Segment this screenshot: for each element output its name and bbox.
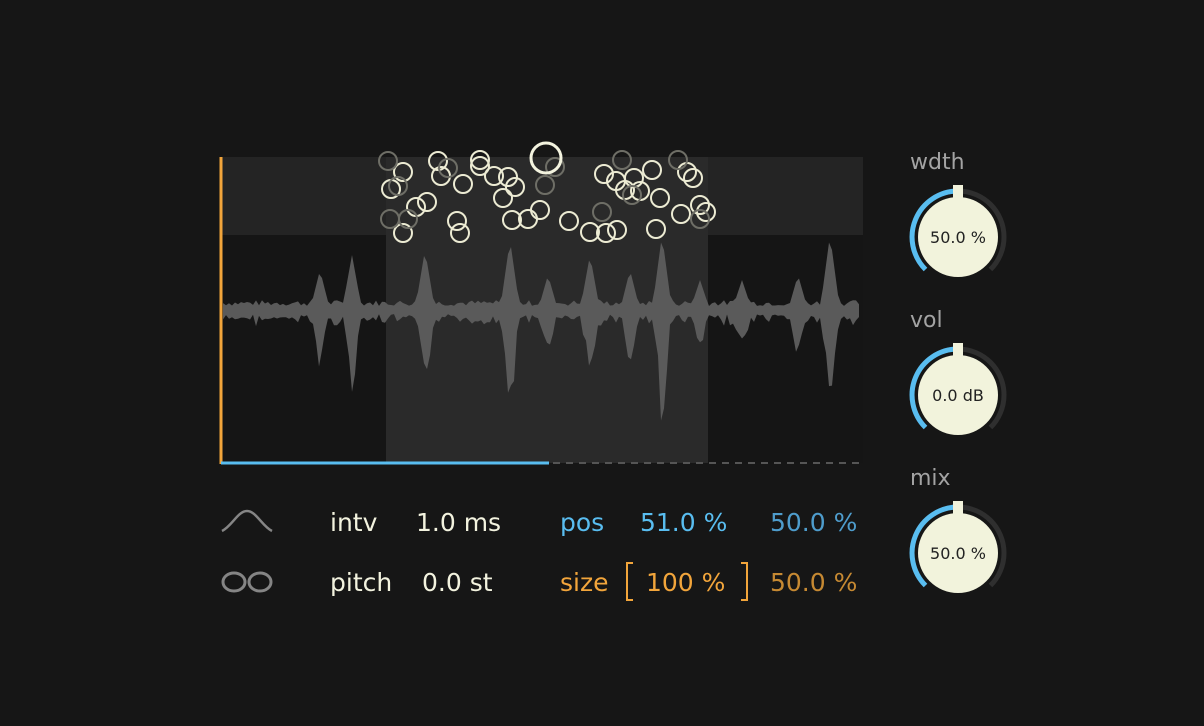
mix-knob-indicator bbox=[953, 501, 963, 517]
grain-circle bbox=[447, 211, 467, 231]
pos-label: pos bbox=[560, 508, 605, 537]
active-grain bbox=[529, 141, 563, 175]
intv-value[interactable]: 1.0 ms bbox=[416, 508, 502, 537]
grain-circle-faint bbox=[388, 176, 408, 196]
grain-circle-faint bbox=[378, 151, 398, 171]
grain-circle bbox=[594, 164, 614, 184]
wdth-knob-indicator bbox=[953, 185, 963, 201]
size-bracket bbox=[626, 562, 748, 601]
grain-circle bbox=[453, 174, 473, 194]
vol-knob[interactable] bbox=[909, 343, 1007, 435]
mix-knob-label: mix bbox=[910, 466, 951, 491]
grain-circle bbox=[502, 210, 522, 230]
grain-circle bbox=[470, 150, 490, 170]
mix-knob-value: 50.0 % bbox=[930, 544, 986, 563]
grain-circle-faint bbox=[380, 209, 400, 229]
grain-circle bbox=[484, 166, 504, 186]
size-spread-value[interactable]: 50.0 % bbox=[770, 568, 858, 597]
grain-circle bbox=[646, 219, 666, 239]
pos-spread-value[interactable]: 50.0 % bbox=[770, 508, 858, 537]
grain-circle-faint bbox=[622, 185, 642, 205]
grain-circle bbox=[596, 223, 616, 243]
grain-circle bbox=[671, 204, 691, 224]
grain-circle bbox=[450, 223, 470, 243]
size-value[interactable]: 100 % bbox=[646, 568, 726, 597]
mix-knob[interactable] bbox=[909, 501, 1007, 593]
vol-knob-body[interactable] bbox=[918, 355, 998, 435]
pitch-value[interactable]: 0.0 st bbox=[422, 568, 493, 597]
grain-circle bbox=[417, 192, 437, 212]
grain-circle bbox=[393, 223, 413, 243]
wdth-knob-value-arc bbox=[909, 188, 959, 272]
waveform bbox=[223, 242, 859, 421]
infinity-icon[interactable] bbox=[221, 571, 273, 593]
vol-knob-value-arc bbox=[909, 346, 959, 430]
pos-value[interactable]: 51.0 % bbox=[640, 508, 728, 537]
grain-circle bbox=[607, 220, 627, 240]
grain-circle bbox=[428, 151, 448, 171]
wdth-knob-label: wdth bbox=[910, 150, 965, 175]
grain-circle bbox=[518, 209, 538, 229]
grain-circle bbox=[650, 188, 670, 208]
mix-knob-value-arc bbox=[909, 504, 959, 588]
wdth-knob[interactable] bbox=[909, 185, 1007, 277]
grain-circle bbox=[696, 202, 716, 222]
grain-circle bbox=[505, 177, 525, 197]
grain-circle bbox=[559, 211, 579, 231]
pitch-label: pitch bbox=[330, 568, 393, 597]
grain-circle-faint bbox=[592, 202, 612, 222]
mix-knob-body[interactable] bbox=[918, 513, 998, 593]
wdth-knob-value: 50.0 % bbox=[930, 228, 986, 247]
grain-circle bbox=[493, 188, 513, 208]
size-label: size bbox=[560, 568, 609, 597]
grain-circle bbox=[690, 195, 710, 215]
grain-circle bbox=[393, 162, 413, 182]
grain-circle-faint bbox=[612, 150, 632, 170]
vol-knob-indicator bbox=[953, 343, 963, 359]
grain-circle bbox=[683, 168, 703, 188]
grain-circle-faint bbox=[690, 209, 710, 229]
grain-circle-faint bbox=[668, 150, 688, 170]
vol-knob-value: 0.0 dB bbox=[932, 386, 984, 405]
grain-circle-faint bbox=[438, 158, 458, 178]
grain-circle bbox=[580, 222, 600, 242]
grain-circle bbox=[470, 156, 490, 176]
grain-circle bbox=[498, 167, 518, 187]
grain-circle bbox=[642, 160, 662, 180]
grain-circle-faint bbox=[535, 175, 555, 195]
intv-label: intv bbox=[330, 508, 378, 537]
wdth-knob-body[interactable] bbox=[918, 197, 998, 277]
vol-knob-label: vol bbox=[910, 308, 943, 333]
grain-cloud bbox=[378, 150, 716, 243]
bell-curve-icon[interactable] bbox=[221, 509, 273, 533]
grain-circle-faint bbox=[545, 157, 565, 177]
